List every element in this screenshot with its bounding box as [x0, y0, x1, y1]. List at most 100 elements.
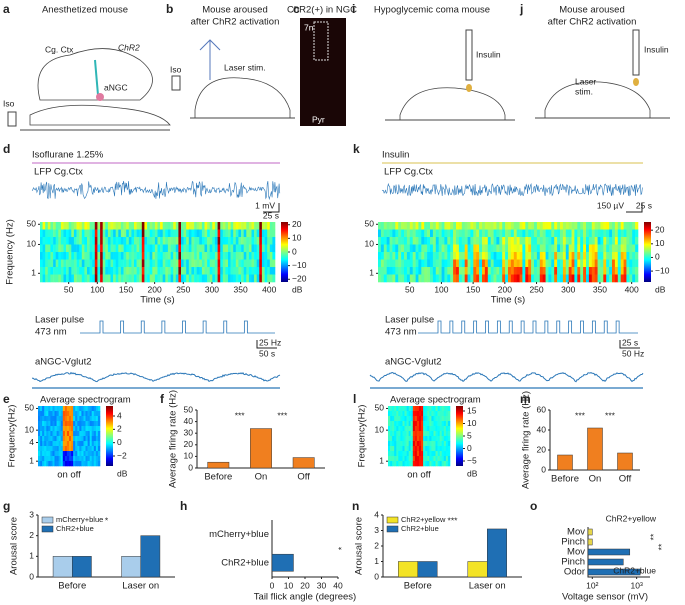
spectrogram-cell: [66, 436, 70, 442]
spectrogram-cell: [58, 426, 62, 432]
spectrogram-cell: [437, 441, 440, 447]
colorbar-tick-label: 0: [292, 246, 297, 256]
spectrogram-cell: [560, 222, 564, 230]
spectrogram-cell: [432, 274, 437, 283]
spectrogram-cell: [87, 406, 90, 412]
spectrogram-cell: [56, 431, 59, 437]
spectrogram-cell: [392, 421, 395, 427]
spectrogram-cell: [453, 274, 457, 283]
spectrogram-cell: [243, 222, 247, 230]
spectrogram-cell: [479, 244, 483, 253]
spectrogram-cell: [557, 237, 561, 245]
spectrogram-cell: [71, 421, 74, 427]
spectrogram-cell: [62, 431, 66, 437]
spectrogram-cell: [429, 421, 432, 427]
lfp-label: LFP Cg.Ctx: [384, 167, 433, 178]
spectrogram-cell: [467, 259, 471, 268]
y-tick-label: 20: [184, 439, 194, 449]
spectrogram-cell: [516, 237, 520, 245]
spectrogram-cell: [228, 259, 231, 268]
spectrogram-cell: [409, 229, 413, 238]
spectrogram-cell: [586, 267, 590, 275]
spectrogram-cell: [390, 406, 393, 412]
spectrogram-cell: [87, 416, 90, 422]
spectrogram-cell: [183, 252, 187, 260]
spectrogram-cell: [95, 421, 99, 427]
spectrogram-cell: [568, 229, 572, 238]
x-tick-label: 300: [561, 284, 575, 294]
spectrogram-cell: [461, 267, 465, 275]
spectrogram-cell: [437, 426, 440, 432]
spectrogram-cell: [402, 436, 405, 442]
label: stim.: [575, 86, 593, 96]
spectrogram-cell: [392, 222, 396, 230]
spectrogram-cell: [54, 416, 57, 422]
spectrogram-cell: [79, 406, 82, 412]
spectrogram-cell: [214, 267, 218, 275]
spectrogram-cell: [207, 222, 210, 230]
spectrogram-cell: [71, 446, 74, 452]
spectrogram-cell: [490, 244, 494, 253]
spectrogram-cell: [204, 237, 208, 245]
spectrogram-cell: [126, 222, 130, 230]
spectrogram-cell: [259, 229, 263, 238]
spectrogram-cell: [614, 222, 619, 230]
spectrogram-cell: [609, 244, 613, 253]
spectrogram-cell: [487, 274, 491, 283]
spectrogram-cell: [441, 431, 445, 437]
spectrogram-cell: [144, 252, 148, 260]
y-tick-label: 10: [184, 451, 194, 461]
spectrogram-cell: [58, 237, 62, 245]
spectrogram-cell: [394, 451, 397, 457]
spectrogram-cell: [516, 252, 520, 260]
spectrogram-cell: [562, 274, 567, 283]
spectrogram-cell: [603, 237, 607, 245]
spectrogram-cell: [439, 441, 443, 447]
spectrogram-cell: [398, 421, 401, 427]
spectrogram-cell: [186, 274, 190, 283]
spectrogram-cell: [54, 406, 57, 412]
spectrogram-cell: [60, 446, 64, 452]
spectrogram-cell: [539, 244, 543, 253]
spectrogram-cell: [418, 229, 422, 238]
legend-swatch: [386, 525, 399, 533]
spectrogram-cell: [571, 267, 575, 275]
spectrogram-cell: [126, 252, 130, 260]
spectrogram-cell: [165, 222, 169, 230]
spectrogram-cell: [551, 222, 555, 230]
spectrogram-cell: [235, 267, 239, 275]
spectrogram-cell: [54, 451, 57, 457]
spectrogram-cell: [97, 426, 101, 432]
spectrogram-cell: [408, 446, 412, 452]
spectrogram-cell: [87, 237, 90, 245]
spectrogram-cell: [395, 229, 399, 238]
spectrogram-cell: [162, 252, 166, 260]
spectrogram-cell: [230, 274, 234, 283]
spectrogram-cell: [181, 229, 184, 238]
spectrogram-cell: [419, 421, 422, 427]
laser-label: 473 nm: [385, 327, 417, 338]
spectrogram-cell: [196, 237, 200, 245]
spectrogram-cell: [272, 274, 276, 283]
spectrogram-cell: [412, 461, 416, 467]
spectrogram-cell: [479, 252, 483, 260]
spectrogram-cell: [378, 229, 382, 238]
spectrogram-cell: [264, 252, 268, 260]
spectrogram-cell: [525, 222, 529, 230]
spectrogram-cell: [600, 259, 604, 268]
spectrogram-cell: [199, 244, 203, 253]
y-tick-label: 4: [29, 437, 34, 447]
spectrogram-cell: [458, 274, 463, 283]
spectrogram-cell: [505, 274, 509, 283]
spectrogram-cell: [269, 244, 273, 253]
spectrogram-cell: [123, 229, 127, 238]
spectrogram-cell: [597, 274, 601, 283]
spectrogram-cell: [591, 267, 595, 275]
spectrogram-cell: [415, 252, 419, 260]
spectrogram-cell: [228, 244, 231, 253]
spectrogram-cell: [73, 421, 76, 427]
spectrogram-cell: [398, 267, 402, 275]
spectrogram-cell: [55, 267, 59, 275]
spectrogram-cell: [81, 252, 85, 260]
colorbar-tick-label: 10: [292, 233, 302, 243]
